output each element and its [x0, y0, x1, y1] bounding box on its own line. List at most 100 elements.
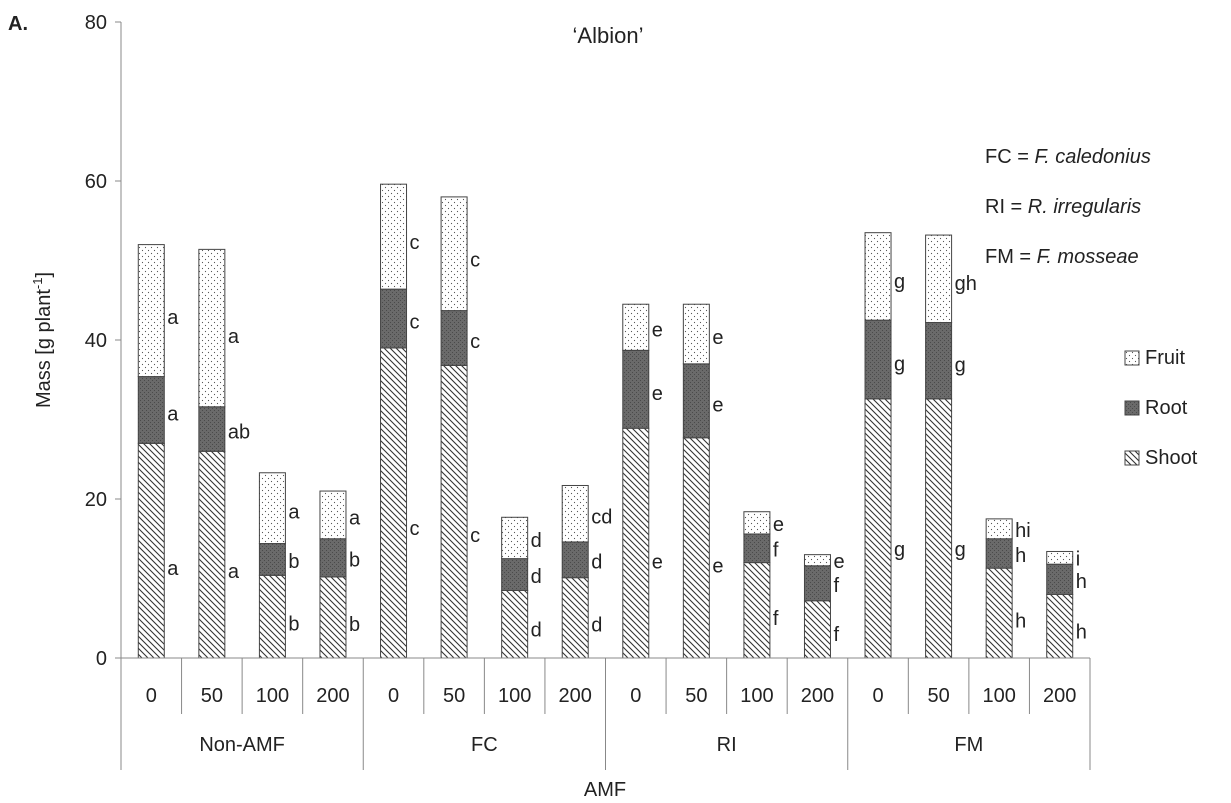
bar-segment-root [561, 541, 589, 579]
note-fm: FM = F. mosseae [985, 246, 1139, 268]
y-tick-label: 80 [85, 12, 107, 34]
legend-label-root: Root [1145, 397, 1188, 419]
x-tick-label: 50 [201, 685, 223, 707]
x-group-label: FC [471, 734, 498, 756]
bar-segment-root [501, 558, 529, 591]
y-tick-label: 60 [85, 171, 107, 193]
x-group-label: Non-AMF [199, 734, 285, 756]
bar-segment-fruit [137, 244, 165, 378]
legend-swatch-shoot [1124, 450, 1140, 466]
significance-letter: g [894, 353, 905, 375]
bar-segment-shoot [501, 589, 529, 659]
bar-segment-root [743, 533, 771, 564]
significance-letter: e [652, 552, 663, 574]
y-tick-label: 20 [85, 489, 107, 511]
y-tick-label: 40 [85, 330, 107, 352]
bar-segment-fruit [440, 196, 468, 312]
significance-letter: cd [591, 507, 612, 529]
bar-segment-shoot [561, 577, 589, 659]
chart-title: ‘Albion’ [573, 23, 644, 48]
significance-letter: c [470, 525, 480, 547]
bar-segment-root [198, 406, 226, 452]
significance-letter: b [349, 614, 360, 636]
significance-letter: a [167, 558, 179, 580]
significance-letter: h [1076, 621, 1087, 643]
significance-letter: f [773, 608, 779, 630]
bar-segment-fruit [803, 554, 831, 567]
bar-segment-fruit [864, 232, 892, 321]
bar-segment-fruit [561, 484, 589, 543]
x-tick-label: 100 [740, 685, 773, 707]
significance-letter: h [1015, 610, 1026, 632]
x-tick-label: 50 [685, 685, 707, 707]
bar-segment-root [864, 319, 892, 400]
bar-segment-root [622, 349, 650, 429]
significance-letter: c [410, 311, 420, 333]
bar-segment-root [380, 288, 408, 349]
significance-letter: i [1076, 548, 1080, 570]
significance-letter: e [712, 395, 723, 417]
bar-segment-shoot [925, 398, 953, 659]
significance-letter: a [167, 307, 179, 329]
panel-label: A. [8, 13, 28, 35]
bar-segment-root [258, 543, 286, 576]
x-axis-label: AMF [584, 779, 626, 801]
bar-segment-root [137, 376, 165, 444]
significance-letter: a [288, 502, 300, 524]
significance-letter: h [1076, 571, 1087, 593]
y-axis-label: Mass [g plant-1] [30, 272, 55, 408]
bar-segment-shoot [319, 576, 347, 659]
x-tick-label: 100 [982, 685, 1015, 707]
significance-letter: a [228, 561, 240, 583]
significance-letter: c [410, 518, 420, 540]
bar-segment-root [682, 363, 710, 439]
bar-segment-shoot [1046, 593, 1074, 659]
significance-letter: e [652, 383, 663, 405]
bar-segment-fruit [198, 248, 226, 408]
significance-letter: g [955, 539, 966, 561]
x-tick-label: 200 [559, 685, 592, 707]
significance-letter: d [531, 530, 542, 552]
x-tick-label: 100 [498, 685, 531, 707]
bar-segment-shoot [864, 398, 892, 659]
legend-swatch-fruit [1124, 350, 1140, 366]
significance-letter: f [833, 624, 839, 646]
x-tick-label: 200 [316, 685, 349, 707]
bar-segment-root [803, 565, 831, 602]
legend-label-fruit: Fruit [1145, 347, 1185, 369]
significance-letter: f [833, 575, 839, 597]
significance-letter: c [470, 331, 480, 353]
x-group-label: RI [717, 734, 737, 756]
bar-segment-shoot [985, 567, 1013, 659]
x-tick-label: 50 [927, 685, 949, 707]
significance-letter: g [894, 539, 905, 561]
y-tick-label: 0 [96, 648, 107, 670]
legend-label-shoot: Shoot [1145, 447, 1198, 469]
bar-segment-shoot [380, 347, 408, 659]
x-tick-label: 200 [801, 685, 834, 707]
bar-segment-shoot [198, 450, 226, 659]
significance-letter: d [591, 552, 602, 574]
significance-letter: c [410, 232, 420, 254]
bar-segment-fruit [501, 516, 529, 560]
significance-letter: a [349, 507, 361, 529]
bar-segment-root [319, 538, 347, 578]
x-tick-label: 0 [146, 685, 157, 707]
bar-segment-shoot [440, 364, 468, 659]
bar-segment-fruit [258, 472, 286, 545]
significance-letter: d [531, 620, 542, 642]
significance-letter: e [652, 320, 663, 342]
bar-segment-shoot [137, 442, 165, 659]
x-tick-label: 0 [872, 685, 883, 707]
x-tick-label: 0 [388, 685, 399, 707]
abbreviation-notes: FC = F. caledonius RI = R. irregularis F… [985, 146, 1151, 268]
significance-letter: c [470, 249, 480, 271]
significance-letter: gh [955, 273, 977, 295]
bar-segment-fruit [743, 511, 771, 535]
bar-segment-root [1046, 563, 1074, 595]
bar-segment-fruit [380, 183, 408, 290]
significance-letter: a [228, 326, 240, 348]
significance-letter: b [349, 550, 360, 572]
